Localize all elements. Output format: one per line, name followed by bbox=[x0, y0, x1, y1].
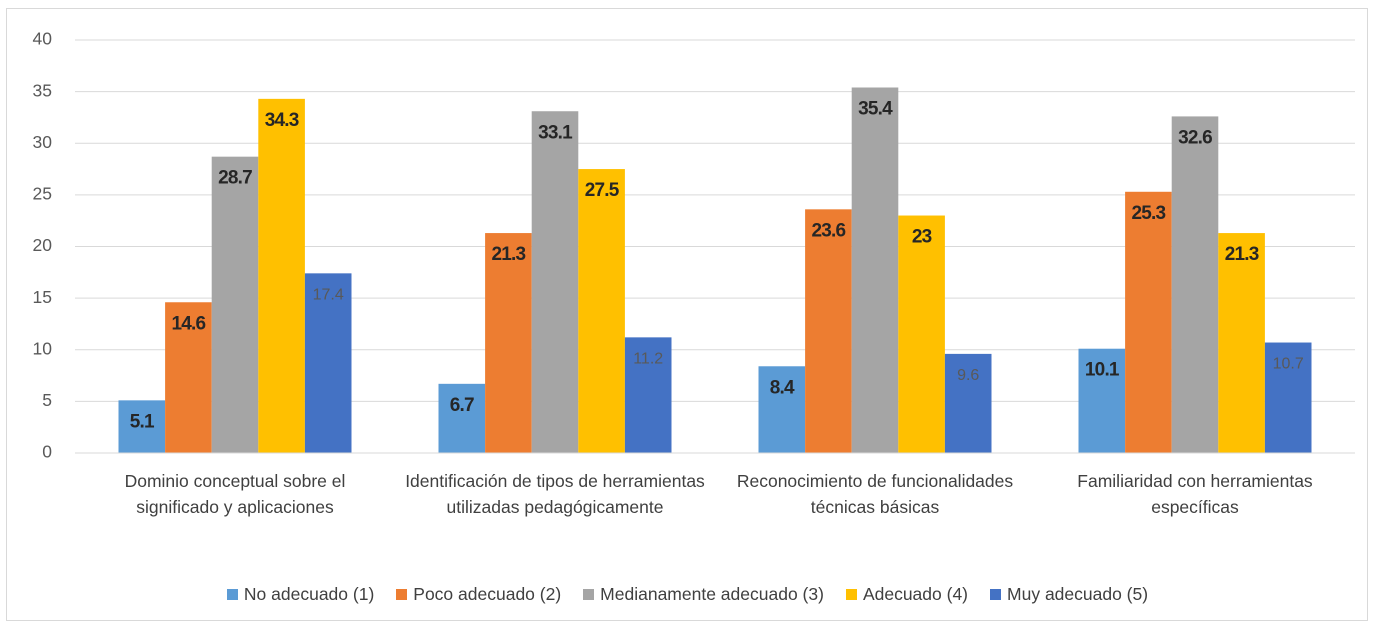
legend-label: Medianamente adecuado (3) bbox=[600, 584, 824, 604]
bar bbox=[485, 233, 532, 453]
data-label: 27.5 bbox=[585, 180, 620, 201]
bar bbox=[851, 87, 899, 454]
bar bbox=[1171, 116, 1219, 453]
bar bbox=[805, 209, 852, 453]
legend-item: Adecuado (4) bbox=[845, 584, 969, 605]
data-label: 8.4 bbox=[770, 377, 795, 398]
x-tick-label: Reconocimiento de funcionalidades técnic… bbox=[736, 471, 1014, 517]
data-label: 10.7 bbox=[1273, 356, 1304, 373]
data-label: 17.4 bbox=[313, 287, 344, 304]
data-label: 14.6 bbox=[172, 313, 206, 334]
data-label: 21.3 bbox=[1225, 244, 1259, 265]
bar bbox=[211, 156, 259, 454]
y-tick-label: 15 bbox=[33, 287, 52, 307]
bar bbox=[1264, 342, 1312, 453]
data-label: 10.1 bbox=[1085, 360, 1120, 381]
legend-item: Muy adecuado (5) bbox=[990, 584, 1148, 605]
bar bbox=[624, 337, 672, 453]
legend-item: Medianamente adecuado (3) bbox=[583, 584, 824, 605]
data-label: 23 bbox=[912, 227, 932, 248]
legend-swatch bbox=[990, 589, 1002, 600]
y-tick-label: 25 bbox=[33, 184, 52, 204]
data-label: 6.7 bbox=[450, 395, 474, 416]
bar bbox=[258, 98, 305, 453]
bar bbox=[304, 273, 352, 453]
x-tick-label: Familiaridad con herramientas específica… bbox=[1077, 471, 1313, 517]
y-tick-label: 30 bbox=[33, 132, 53, 152]
bar bbox=[1078, 348, 1126, 453]
legend-label: Muy adecuado (5) bbox=[1007, 584, 1149, 604]
y-tick-label: 35 bbox=[33, 80, 52, 100]
data-label: 28.7 bbox=[218, 168, 252, 189]
data-label: 34.3 bbox=[265, 110, 299, 131]
bar bbox=[898, 215, 945, 453]
x-tick-label: Identificación de tipos de herramientas … bbox=[405, 471, 705, 517]
data-label: 33.1 bbox=[538, 122, 573, 143]
data-label: 35.4 bbox=[858, 99, 893, 120]
legend-item: Poco adecuado (2) bbox=[396, 584, 561, 605]
legend-swatch bbox=[396, 589, 408, 600]
legend-label: No adecuado (1) bbox=[243, 584, 375, 604]
legend-item: No adecuado (1) bbox=[226, 584, 375, 605]
bar bbox=[944, 353, 992, 453]
bar bbox=[531, 111, 579, 454]
x-tick-label: Dominio conceptual sobre el significado … bbox=[124, 471, 346, 517]
bar bbox=[1218, 233, 1265, 453]
data-label: 32.6 bbox=[1178, 127, 1212, 148]
data-label: 25.3 bbox=[1132, 203, 1166, 224]
y-tick-label: 5 bbox=[42, 390, 52, 410]
bar bbox=[578, 169, 625, 453]
y-tick-label: 20 bbox=[33, 235, 53, 255]
legend-label: Poco adecuado (2) bbox=[413, 584, 562, 604]
y-tick-label: 40 bbox=[33, 29, 53, 49]
data-label: 11.2 bbox=[633, 351, 663, 368]
legend-swatch bbox=[226, 589, 238, 600]
y-tick-label: 10 bbox=[33, 338, 53, 358]
bar bbox=[165, 302, 212, 453]
bar bbox=[438, 383, 486, 453]
legend-swatch bbox=[845, 589, 857, 600]
y-tick-label: 0 bbox=[42, 442, 52, 462]
bar bbox=[1125, 191, 1172, 453]
legend-swatch bbox=[583, 589, 595, 600]
legend: No adecuado (1) Poco adecuado (2) Medianam… bbox=[0, 584, 1375, 605]
legend-label: Adecuado (4) bbox=[862, 584, 969, 604]
bar bbox=[118, 400, 166, 453]
data-label: 21.3 bbox=[492, 244, 526, 265]
data-label: 5.1 bbox=[130, 411, 155, 432]
data-label: 23.6 bbox=[812, 220, 846, 241]
data-label: 9.6 bbox=[957, 367, 979, 384]
bar bbox=[758, 366, 806, 453]
